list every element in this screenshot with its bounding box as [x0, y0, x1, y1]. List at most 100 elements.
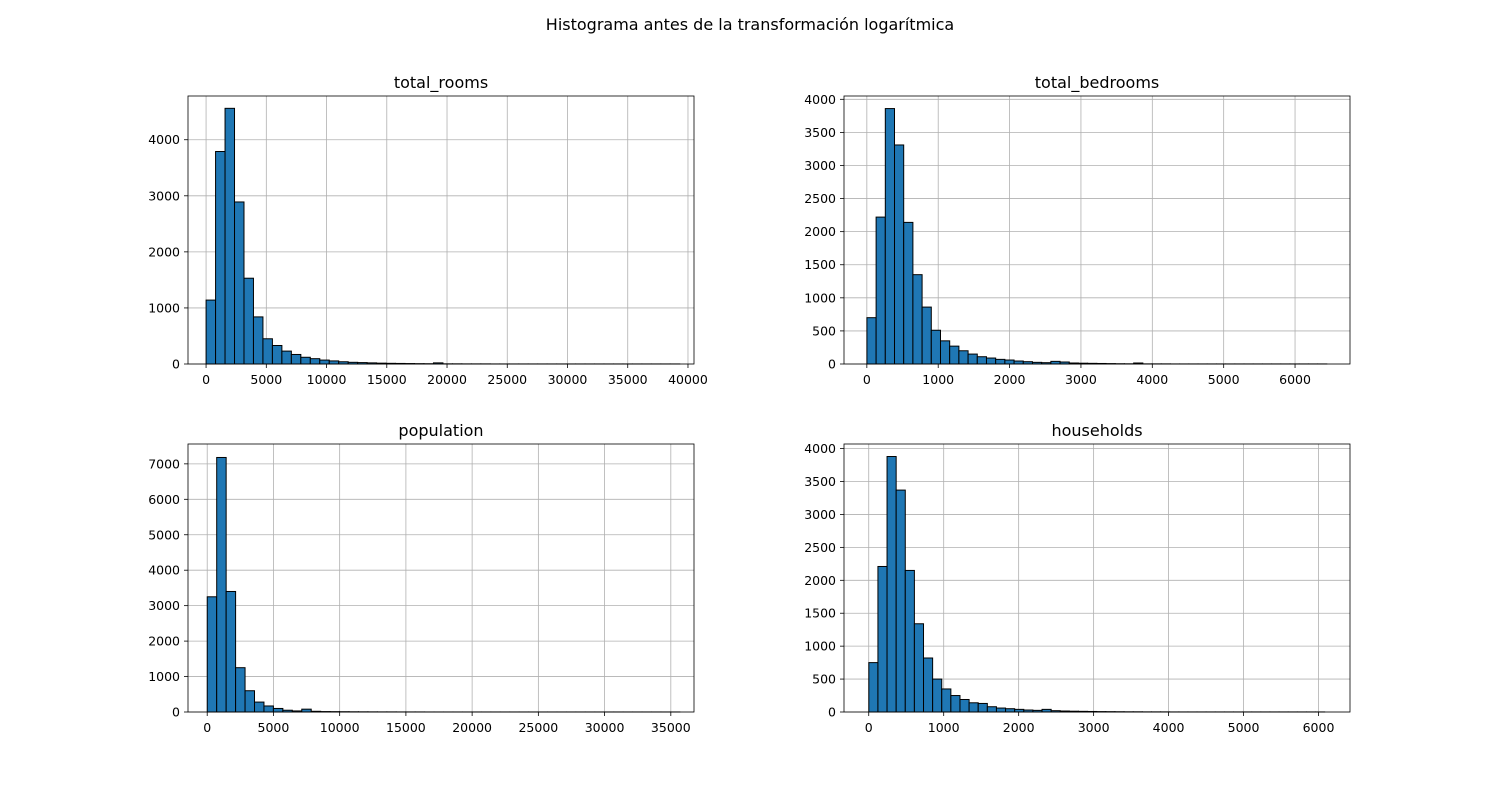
histogram-bar [262, 338, 273, 365]
histogram-bar [995, 707, 1007, 713]
y-tick-label: 1000 [804, 290, 836, 305]
y-tick-label: 4000 [804, 92, 836, 107]
x-tick-label: 40000 [668, 372, 708, 387]
histogram-bar [1005, 708, 1016, 713]
histogram-bar [1004, 359, 1015, 365]
y-tick-label: 7000 [148, 456, 180, 471]
axes-frame [843, 95, 1351, 365]
histogram-bar [328, 360, 340, 365]
histogram-bar [234, 201, 245, 365]
y-tick-label: 1500 [804, 257, 836, 272]
y-tick-label: 5000 [148, 527, 180, 542]
x-tick-label: 15000 [386, 720, 426, 735]
y-tick-label: 6000 [148, 492, 180, 507]
x-tick-label: 2000 [994, 372, 1026, 387]
subplot-total-bedrooms: 0 1000 2000 3000 4000 5000 6000 0 500 1000 1500 200… [804, 73, 1351, 387]
histogram-bar [913, 623, 925, 713]
x-tick-label: 20000 [452, 720, 492, 735]
y-tick-label: 0 [828, 705, 836, 720]
y-tick-label: 0 [172, 357, 180, 372]
y-tick-label: 500 [812, 323, 836, 338]
x-tick-label: 3000 [1065, 372, 1097, 387]
x-tick-label: 30000 [585, 720, 625, 735]
y-tick-label: 4000 [148, 132, 180, 147]
y-tick-label: 2000 [804, 573, 836, 588]
histogram-bar [986, 706, 997, 713]
histogram-bar [300, 356, 311, 365]
histogram-bar [941, 688, 952, 713]
x-tick-label: 10000 [320, 720, 360, 735]
histogram-bar [206, 596, 218, 713]
histogram-bar [958, 350, 969, 365]
x-tick-label: 2000 [1003, 720, 1035, 735]
subplot-households: 0 1000 2000 3000 4000 5000 6000 0 500 1000 1500 200… [804, 421, 1351, 735]
bars-households [868, 456, 1326, 713]
y-tick-label: 2500 [804, 540, 836, 555]
y-tick-label: 0 [828, 357, 836, 372]
y-tick-label: 3000 [148, 188, 180, 203]
histogram-bar [949, 345, 960, 365]
x-tick-label: 5000 [1228, 720, 1260, 735]
x-tick-label: 1000 [928, 720, 960, 735]
histogram-bar [894, 144, 905, 365]
histogram-bar [243, 277, 254, 365]
histogram-bar [309, 358, 321, 365]
histogram-bar [904, 569, 915, 713]
histogram-bar [225, 590, 237, 713]
y-tick-label: 3000 [804, 158, 836, 173]
subplot-population: 0 5000 10000 15000 20000 25000 30000 35000 0 1000… [148, 421, 695, 735]
histogram-bar [215, 151, 226, 365]
histogram-bar [930, 329, 941, 365]
x-tick-label: 6000 [1279, 372, 1311, 387]
histogram-bar [903, 221, 914, 365]
histogram-bar [866, 317, 877, 365]
histogram-bar [932, 678, 943, 713]
histogram-bar [977, 702, 988, 713]
subplots-container: 0 5000 10000 15000 20000 25000 30000 35000 40000… [148, 73, 1351, 735]
x-tick-label: 1000 [922, 372, 954, 387]
y-tick-label: 3000 [148, 598, 180, 613]
x-tick-label: 25000 [487, 372, 527, 387]
histogram-bar [1013, 360, 1024, 365]
histogram-bar [921, 306, 932, 365]
x-tick-label: 5000 [1208, 372, 1240, 387]
x-tick-label: 35000 [651, 720, 691, 735]
y-tick-label: 2000 [148, 244, 180, 259]
subplot-total-rooms: 0 5000 10000 15000 20000 25000 30000 35000 40000… [148, 73, 708, 387]
x-tick-label: 4000 [1136, 372, 1168, 387]
histogram-bar [985, 357, 997, 365]
axes-frame [187, 95, 695, 365]
y-tick-label: 2500 [804, 191, 836, 206]
histogram-bar [939, 340, 951, 365]
figure-suptitle: Histograma antes de la transformación lo… [546, 15, 954, 34]
histogram-bar [895, 489, 906, 713]
y-tick-label: 3500 [804, 125, 836, 140]
histogram-bar [281, 350, 292, 365]
x-tick-label: 5000 [250, 372, 282, 387]
histogram-bar [271, 344, 283, 365]
histogram-bar [290, 353, 302, 365]
x-tick-label: 3000 [1078, 720, 1110, 735]
x-tick-label: 0 [203, 720, 211, 735]
histogram-bar [272, 707, 284, 713]
y-tick-label: 1500 [804, 606, 836, 621]
x-tick-label: 0 [865, 720, 873, 735]
axes-frame [843, 443, 1351, 713]
y-tick-label: 500 [812, 672, 836, 687]
y-tick-label: 4000 [804, 441, 836, 456]
bars-total-bedrooms [866, 108, 1328, 365]
histogram-bar [959, 698, 970, 713]
y-tick-label: 2000 [148, 634, 180, 649]
histogram-bar [995, 358, 1006, 365]
x-tick-label: 5000 [258, 720, 290, 735]
x-tick-label: 10000 [307, 372, 347, 387]
x-tick-label: 6000 [1303, 720, 1335, 735]
y-tick-label: 0 [172, 705, 180, 720]
y-tick-label: 3500 [804, 474, 836, 489]
histogram-bar [263, 705, 274, 713]
histogram-bar [224, 107, 236, 365]
histogram-bar [976, 356, 987, 365]
histogram-bar [301, 708, 312, 713]
histogram-bar [923, 657, 934, 713]
